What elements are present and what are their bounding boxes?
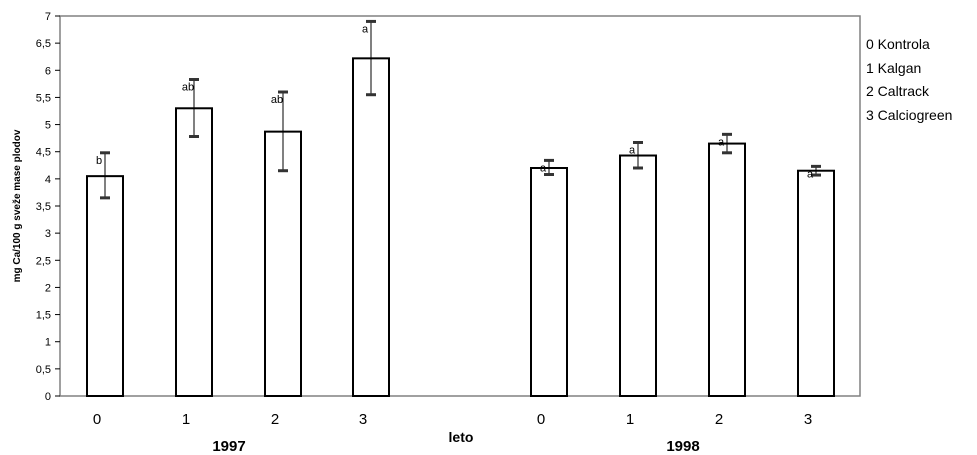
y-tick-label: 3,5 (36, 201, 51, 213)
bar (619, 154, 657, 397)
bar (797, 169, 835, 397)
y-tick-label: 3 (45, 228, 51, 240)
bar (530, 167, 568, 397)
y-tick-label: 2,5 (36, 255, 51, 267)
significance-label: a (629, 144, 636, 156)
y-axis: 0 0,5 1 1,5 2 2,5 3 3,5 4 4,5 5 5,5 6 6,5 7 (36, 11, 60, 403)
x-tick-label: 3 (804, 411, 812, 428)
y-tick-label: 4 (45, 174, 51, 186)
legend: 0 Kontrola 1 Kalgan 2 Caltrack 3 Calciog… (866, 36, 952, 130)
y-tick-label: 7 (45, 11, 51, 23)
y-tick-label: 0,5 (36, 364, 51, 376)
x-tick-label: 1 (182, 411, 190, 428)
significance-label: a (540, 162, 547, 174)
x-tick-label: 0 (93, 411, 101, 428)
x-axis: 0 1 2 3 1997 0 1 2 3 1998 (93, 411, 812, 455)
y-tick-label: 1,5 (36, 310, 51, 322)
bar (352, 57, 390, 397)
significance-label: a (807, 168, 814, 180)
legend-entry: 0 Kontrola (866, 36, 930, 52)
y-tick-label: 6,5 (36, 38, 51, 50)
bar (86, 175, 124, 397)
significance-label: ab (271, 94, 283, 106)
legend-entry: 2 Caltrack (866, 83, 930, 99)
x-axis-label: leto (449, 429, 474, 445)
group-label: 1997 (212, 438, 245, 455)
x-tick-label: 1 (626, 411, 634, 428)
bars: b ab ab a a a a a (86, 19, 835, 398)
group-label: 1998 (666, 438, 699, 455)
y-tick-label: 2 (45, 282, 51, 294)
bar (175, 107, 213, 398)
y-tick-label: 5,5 (36, 92, 51, 104)
y-tick-label: 1 (45, 337, 51, 349)
legend-entry: 1 Kalgan (866, 59, 922, 76)
bar (708, 142, 746, 397)
x-tick-label: 2 (271, 411, 279, 428)
x-tick-label: 3 (359, 411, 367, 428)
significance-label: a (362, 23, 369, 35)
significance-label: b (96, 155, 102, 167)
legend-entry: 3 Calciogreen (866, 106, 953, 123)
significance-label: a (718, 136, 725, 148)
x-tick-label: 0 (537, 411, 545, 428)
y-tick-label: 0 (45, 391, 51, 403)
y-tick-label: 4,5 (36, 147, 51, 159)
y-tick-label: 5 (45, 120, 51, 132)
x-tick-label: 2 (715, 411, 723, 428)
y-axis-label: mg Ca/100 g sveže mase plodov (12, 129, 23, 282)
y-tick-label: 6 (45, 65, 51, 77)
significance-label: ab (182, 82, 194, 94)
